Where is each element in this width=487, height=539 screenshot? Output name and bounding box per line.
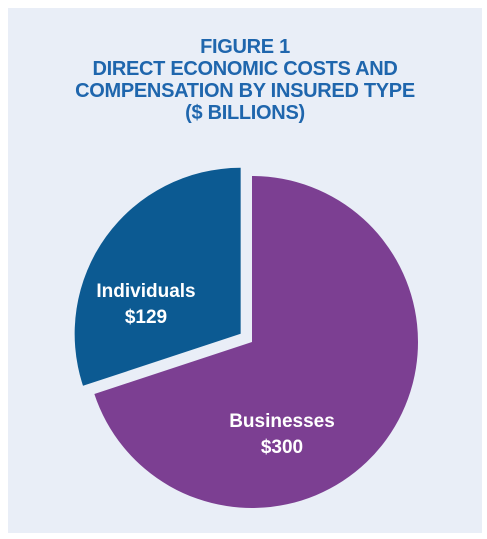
pie-slices <box>74 167 419 508</box>
title-line-2: DIRECT ECONOMIC COSTS AND <box>92 58 398 80</box>
pie-slice-individuals <box>74 167 241 386</box>
title-line-3: COMPENSATION BY INSURED TYPE <box>75 80 415 102</box>
title-line-1: FIGURE 1 <box>200 36 290 58</box>
slice-label-businesses: Businesses <box>229 411 335 432</box>
chart-title: FIGURE 1 DIRECT ECONOMIC COSTS AND COMPE… <box>8 36 482 124</box>
slice-value-individuals: $129 <box>125 307 167 328</box>
slice-label-individuals: Individuals <box>96 281 195 302</box>
slice-value-businesses: $300 <box>261 437 303 458</box>
pie-labels: Businesses $300 Individuals $129 <box>96 281 334 458</box>
title-line-4: ($ BILLIONS) <box>185 102 305 124</box>
pie-slice-businesses <box>94 176 419 508</box>
